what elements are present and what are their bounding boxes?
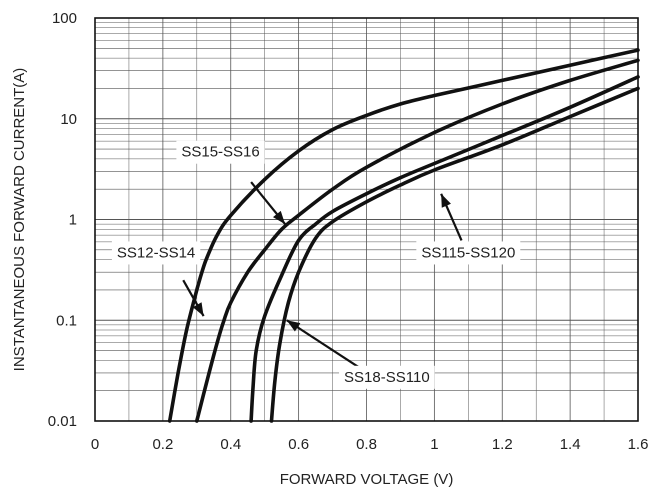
x-tick-label: 0 [91, 436, 99, 453]
tick-labels: 0 0.2 0.4 0.6 0.8 1 1.2 1.4 1.6 0.01 0.1 1 10 100 [48, 10, 649, 453]
x-tick-label: 1 [430, 436, 438, 453]
series-label-ss12-ss14: SS12-SS14 [117, 244, 195, 261]
label-background-ss115-ss120 [416, 241, 521, 265]
series-label-ss15-ss16: SS15-SS16 [181, 144, 259, 161]
series-curves [167, 48, 640, 423]
series-annotations: SS15-SS16 SS12-SS14 SS115-SS120 SS18-SS110 [111, 140, 521, 389]
grid [95, 18, 638, 421]
series-line-ss115-ss120 [269, 86, 640, 423]
label-background-ss12-ss14 [111, 241, 201, 265]
arrow-head-ss18-ss110 [286, 320, 301, 332]
label-background-ss18-ss110 [339, 365, 435, 389]
series-label-ss115-ss120: SS115-SS120 [421, 244, 515, 261]
plot-frame [94, 17, 639, 422]
x-tick-label: 1.4 [560, 436, 581, 453]
y-tick-label: 0.01 [48, 413, 77, 430]
x-tick-label: 0.2 [152, 436, 173, 453]
series-line-ss18-ss110 [249, 75, 640, 423]
y-tick-label: 0.1 [56, 312, 77, 329]
series-line-ss15-ss16 [195, 58, 640, 423]
x-tick-label: 0.4 [220, 436, 241, 453]
x-tick-label: 0.6 [288, 436, 309, 453]
label-background-ss15-ss16 [176, 140, 265, 164]
y-tick-label: 1 [69, 212, 77, 229]
y-axis-title: INSTANTANEOUS FORWARD CURRENT(A) [11, 68, 28, 372]
x-axis-title: FORWARD VOLTAGE (V) [280, 471, 454, 488]
arrow-head-ss15-ss16 [272, 210, 286, 225]
arrow-head-ss115-ss120 [441, 193, 451, 208]
x-tick-label: 1.2 [492, 436, 513, 453]
series-line-ss12-ss14 [167, 48, 640, 423]
series-label-ss18-ss110: SS18-SS110 [344, 369, 430, 386]
arrow-shaft-ss18-ss110 [286, 319, 364, 372]
y-tick-label: 10 [60, 111, 77, 128]
x-tick-label: 0.8 [356, 436, 377, 453]
arrow-head-ss12-ss14 [192, 302, 204, 317]
x-tick-label: 1.6 [628, 436, 649, 453]
y-tick-label: 100 [52, 10, 77, 27]
